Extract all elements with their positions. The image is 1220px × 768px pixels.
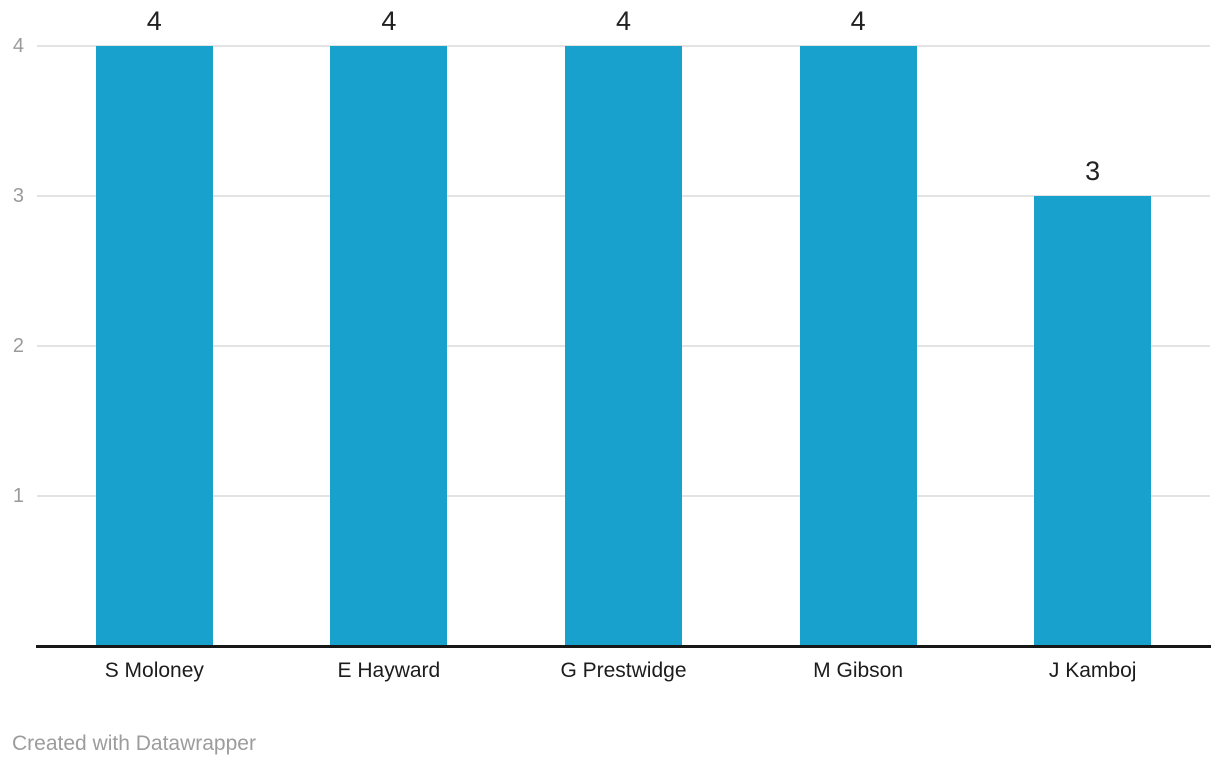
bar-s-moloney — [95, 46, 213, 646]
bar-j-kamboj — [1034, 196, 1152, 646]
y-tick-label-3: 3 — [12, 185, 24, 207]
y-tick-label-2: 2 — [12, 335, 24, 357]
x-tick-label-s-moloney: S Moloney — [104, 659, 204, 682]
x-tick-label-m-gibson: M Gibson — [813, 659, 904, 682]
y-tick-label-1: 1 — [12, 485, 24, 507]
value-label-g-prestwidge: 4 — [615, 6, 632, 36]
bar-e-hayward — [330, 46, 448, 646]
bar-m-gibson — [799, 46, 917, 646]
x-axis-line — [36, 645, 1211, 648]
bar-g-prestwidge — [565, 46, 682, 646]
value-label-j-kamboj: 3 — [1085, 156, 1101, 186]
x-tick-label-g-prestwidge: G Prestwidge — [560, 659, 687, 682]
y-tick-label-4: 4 — [12, 35, 24, 57]
datawrapper-credit-link[interactable]: Created with Datawrapper — [12, 732, 256, 755]
x-tick-label-e-hayward: E Hayward — [337, 659, 441, 682]
x-tick-label-j-kamboj: J Kamboj — [1048, 659, 1137, 682]
value-label-e-hayward: 4 — [381, 6, 397, 36]
value-label-m-gibson: 4 — [850, 6, 866, 36]
value-label-s-moloney: 4 — [146, 6, 162, 36]
